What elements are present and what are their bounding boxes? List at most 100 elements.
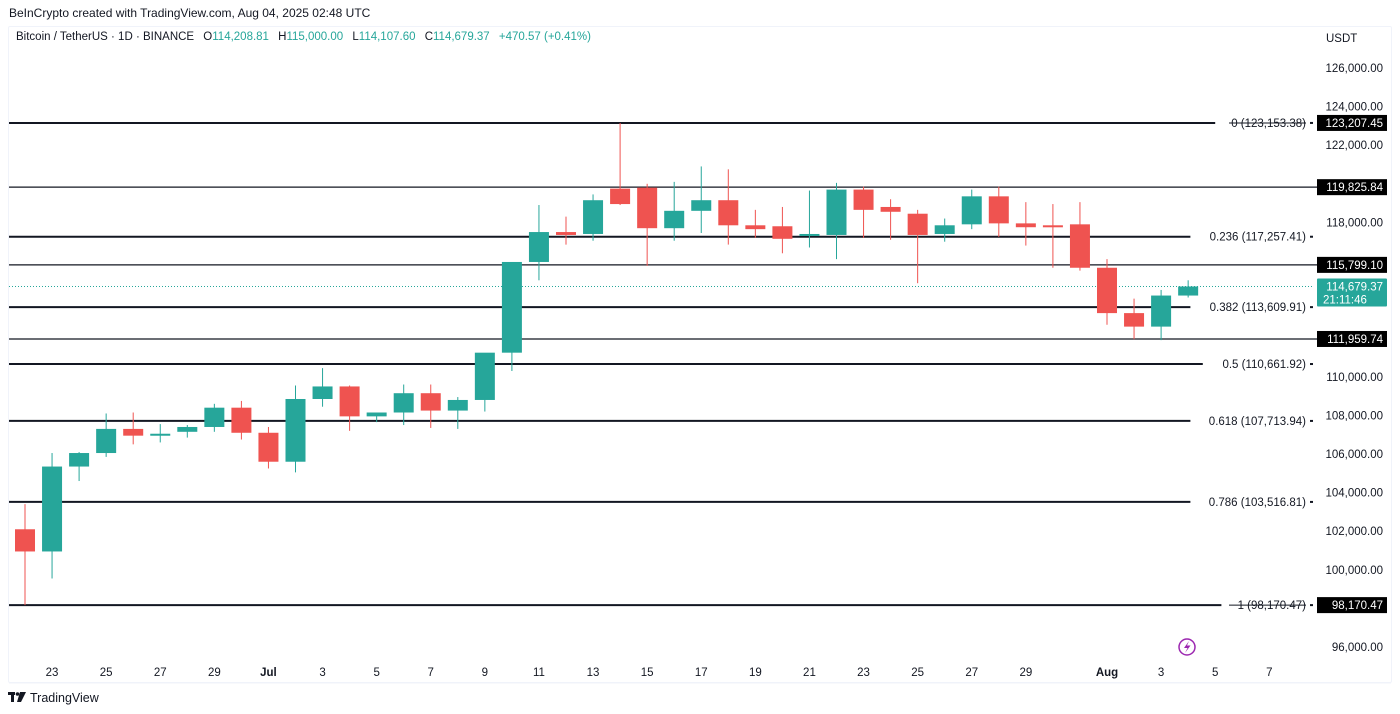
low-value: 114,107.60	[358, 31, 416, 43]
level-price-tag-text: 111,959.74	[1327, 334, 1383, 346]
candle[interactable]	[961, 189, 982, 230]
price-tick: 106,000.00	[1325, 449, 1383, 461]
time-tick: 5	[373, 667, 379, 679]
candle[interactable]	[1097, 259, 1117, 325]
time-tick: 25	[911, 667, 924, 679]
fib-level-label: 1 (98,170.47)	[1238, 600, 1307, 612]
candle[interactable]	[826, 182, 847, 260]
candle[interactable]	[1151, 289, 1172, 341]
level-price-tag-text: 115,799.10	[1326, 260, 1383, 272]
candle[interactable]	[610, 123, 631, 206]
candle[interactable]	[258, 426, 279, 469]
candle[interactable]	[474, 352, 495, 412]
candle[interactable]	[1178, 280, 1199, 298]
candle[interactable]	[501, 261, 522, 372]
candle[interactable]	[664, 181, 685, 241]
price-tick: 118,000.00	[1326, 217, 1383, 229]
candle[interactable]	[772, 206, 793, 254]
fib-price-tag	[1317, 597, 1387, 614]
candle[interactable]	[15, 504, 35, 606]
last-price-tag-text: 114,679.37	[1326, 281, 1383, 293]
candle[interactable]	[204, 403, 225, 432]
time-tick: 29	[1019, 667, 1032, 679]
fib-level-tick	[1310, 363, 1313, 366]
candle[interactable]	[447, 397, 468, 429]
candle[interactable]	[1042, 204, 1063, 268]
time-tick: 3	[319, 667, 325, 679]
candle[interactable]	[745, 209, 766, 238]
candle[interactable]	[907, 209, 928, 284]
time-tick: 27	[154, 667, 167, 679]
fib-price-tag-text: 123,207.45	[1325, 118, 1383, 130]
time-tick: 5	[1212, 667, 1218, 679]
candle[interactable]	[1015, 202, 1036, 246]
candle[interactable]	[96, 413, 117, 457]
candle[interactable]	[123, 412, 144, 445]
candle[interactable]	[718, 169, 739, 245]
candle[interactable]	[853, 186, 874, 238]
candle[interactable]	[150, 424, 171, 443]
fib-level-label: 0.236 (117,257.41)	[1210, 232, 1307, 244]
time-tick: 15	[641, 667, 654, 679]
close-value: 114,679.37	[433, 31, 490, 43]
price-tick: 102,000.00	[1325, 526, 1383, 538]
candle[interactable]	[1069, 202, 1090, 271]
fib-level-tick	[1310, 500, 1313, 503]
tradingview-brand: TradingView	[30, 690, 99, 705]
bar-countdown: 21:11:46	[1323, 294, 1367, 306]
candle[interactable]	[312, 368, 333, 407]
level-price-tag	[1317, 330, 1387, 347]
candle[interactable]	[366, 412, 387, 423]
candle[interactable]	[285, 385, 306, 473]
fib-level-label: 0.5 (110,661.92)	[1222, 359, 1306, 371]
level-price-tag	[1317, 256, 1387, 273]
candle[interactable]	[420, 384, 441, 428]
candle[interactable]	[177, 425, 198, 438]
time-tick: 13	[587, 667, 600, 679]
level-price-tag	[1317, 179, 1387, 196]
fib-level-label: 0.786 (103,516.81)	[1209, 497, 1306, 509]
time-tick: 9	[482, 667, 488, 679]
candle[interactable]	[1124, 298, 1145, 340]
symbol-name[interactable]: Bitcoin / TetherUS · 1D · BINANCE	[16, 31, 195, 43]
price-tick: 126,000.00	[1325, 63, 1383, 75]
low-label: L	[352, 31, 359, 43]
candle[interactable]	[42, 453, 63, 579]
attribution-text: BeInCrypto created with TradingView.com,…	[9, 6, 371, 20]
event-lightning-icon[interactable]	[1178, 638, 1196, 656]
time-tick: 7	[1266, 667, 1272, 679]
fib-level-tick	[1310, 419, 1313, 422]
price-tick: 100,000.00	[1325, 565, 1383, 577]
price-tick: 108,000.00	[1325, 410, 1383, 422]
time-tick: 3	[1158, 667, 1164, 679]
candle[interactable]	[691, 166, 712, 234]
price-tick: 122,000.00	[1325, 140, 1383, 152]
fib-level-label: 0.382 (113,609.91)	[1210, 302, 1307, 314]
fib-level-label: 0.618 (107,713.94)	[1209, 416, 1306, 428]
candle[interactable]	[528, 205, 549, 281]
fib-level-tick	[1310, 235, 1313, 238]
high-label: H	[278, 31, 287, 43]
candle[interactable]	[934, 218, 955, 242]
time-tick: 19	[749, 667, 762, 679]
candle[interactable]	[556, 216, 576, 245]
candle[interactable]	[583, 194, 604, 241]
candle[interactable]	[69, 452, 90, 482]
currency-label[interactable]: USDT	[1326, 33, 1358, 45]
last-price-tag	[1317, 278, 1387, 307]
candle[interactable]	[637, 183, 658, 266]
fib-price-tag-text: 98,170.47	[1332, 600, 1383, 612]
candle[interactable]	[880, 199, 901, 240]
time-tick: 25	[100, 667, 113, 679]
fib-level-tick	[1310, 306, 1313, 309]
candle[interactable]	[339, 385, 360, 431]
candle[interactable]	[231, 400, 252, 440]
candle[interactable]	[799, 190, 820, 248]
tradingview-logo[interactable]: TradingView	[8, 690, 99, 705]
candle[interactable]	[988, 186, 1009, 237]
price-tick: 110,000.00	[1326, 372, 1383, 384]
open-value: 114,208.81	[212, 31, 269, 43]
candle[interactable]	[393, 384, 414, 426]
time-tick: 29	[208, 667, 221, 679]
